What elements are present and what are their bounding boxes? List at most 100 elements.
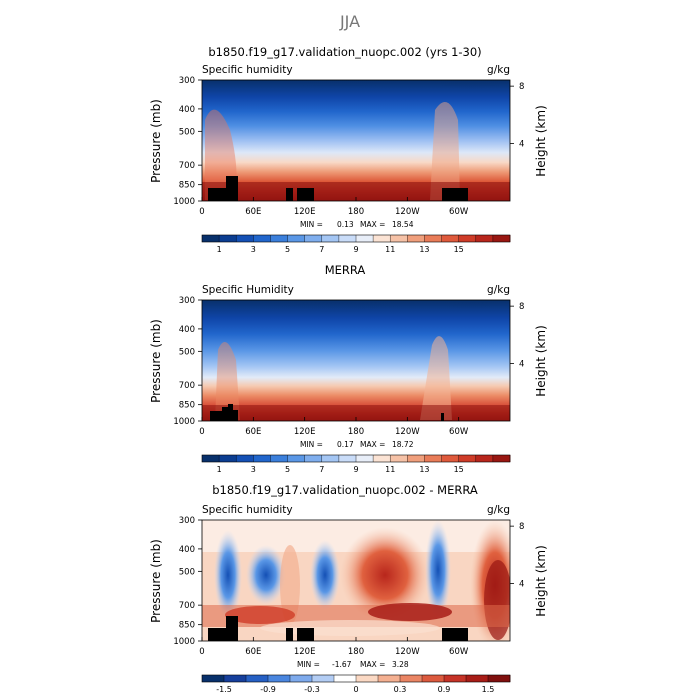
x-tick-label: 0: [199, 427, 204, 437]
y-tick-label: 850: [179, 401, 195, 411]
colorbar-swatch: [424, 235, 442, 242]
y-right-tick-label: 8: [519, 82, 524, 92]
colorbar-swatch: [270, 235, 288, 242]
colorbar-swatch: [378, 675, 401, 682]
panel-title: b1850.f19_g17.validation_nuopc.002 - MER…: [212, 483, 478, 497]
variable-label: Specific Humidity: [202, 284, 294, 296]
colorbar-swatch: [202, 455, 220, 462]
x-tick-label: 60W: [449, 427, 469, 437]
x-tick-label: 120W: [395, 207, 420, 217]
heatmap-field: [202, 300, 510, 421]
y-tick-label: 300: [179, 76, 195, 86]
heatmap-field: [202, 80, 510, 201]
colorbar-swatch: [390, 235, 408, 242]
colorbar-label: 9: [353, 465, 358, 474]
colorbar-label: 13: [419, 465, 429, 474]
y-tick-label: 1000: [173, 637, 195, 647]
colorbar-label: 11: [385, 245, 395, 254]
x-tick-label: 180: [348, 427, 364, 437]
x-tick-label: 0: [199, 207, 204, 217]
x-tick-label: 120E: [294, 207, 316, 217]
colorbar-swatch: [246, 675, 269, 682]
y-tick-label: 500: [179, 127, 195, 137]
x-tick-label: 120W: [395, 647, 420, 657]
colorbar-swatch: [488, 675, 511, 682]
colorbar-swatch: [202, 235, 220, 242]
max-value: 18.54: [392, 220, 414, 229]
colorbar-swatch: [304, 235, 323, 242]
min-value: -1.67: [332, 660, 352, 669]
y-tick-label: 500: [179, 347, 195, 357]
terrain-mask: [208, 176, 468, 201]
y-tick-label: 850: [179, 181, 195, 191]
y-axis-label: Pressure (mb): [149, 99, 163, 183]
terrain-mask: [210, 404, 444, 421]
colorbar-swatch: [373, 455, 391, 462]
colorbar-label: 5: [285, 465, 290, 474]
colorbar-label: 7: [319, 245, 324, 254]
x-tick-label: 60W: [449, 207, 469, 217]
colorbar-swatch: [202, 675, 225, 682]
x-tick-label: 60E: [245, 427, 261, 437]
colorbar-swatch: [253, 455, 271, 462]
colorbar-swatch: [321, 235, 340, 242]
min-value: 0.13: [337, 220, 354, 229]
colorbar-swatch: [407, 455, 425, 462]
min-label: MIN =: [300, 440, 323, 449]
y-right-tick-label: 8: [519, 302, 524, 312]
colorbar-swatch: [458, 235, 477, 242]
min-value: 0.17: [337, 440, 354, 449]
colorbar-swatch: [236, 235, 254, 242]
y-tick-label: 700: [179, 161, 195, 171]
y-right-tick-label: 8: [519, 522, 524, 532]
colorbar-swatch: [390, 455, 408, 462]
y-tick-label: 500: [179, 567, 195, 577]
y-right-tick-label: 4: [519, 140, 524, 150]
colorbar-label: 3: [251, 465, 256, 474]
x-tick-label: 120E: [294, 427, 316, 437]
y-tick-label: 700: [179, 601, 195, 611]
x-tick-label: 0: [199, 647, 204, 657]
max-label: MAX =: [360, 440, 385, 449]
x-tick-label: 180: [348, 647, 364, 657]
colorbar-label: 11: [385, 465, 395, 474]
colorbar-swatch: [290, 675, 313, 682]
colorbar-swatch: [458, 455, 477, 462]
max-value: 3.28: [392, 660, 409, 669]
max-value: 18.72: [392, 440, 414, 449]
axes: 0 60E 120E 180 120W 60W 300 400 500 700 850 1000 8 4: [173, 76, 524, 217]
units-label: g/kg: [487, 64, 510, 76]
colorbar-swatch: [441, 455, 460, 462]
colorbar-swatch: [287, 235, 306, 242]
colorbar-swatch: [475, 235, 494, 242]
colorbar-swatch: [400, 675, 423, 682]
colorbar: 1 3 5 7 9 11 13 15: [201, 454, 511, 474]
colorbar-swatch: [492, 455, 511, 462]
variable-label: Specific humidity: [202, 504, 293, 516]
x-tick-label: 120W: [395, 427, 420, 437]
y-axis-label: Pressure (mb): [149, 319, 163, 403]
x-tick-label: 60E: [245, 647, 261, 657]
colorbar-swatch: [422, 675, 445, 682]
colorbar-label: 9: [353, 245, 358, 254]
colorbar-label: 0: [353, 685, 358, 694]
y-tick-label: 1000: [173, 417, 195, 427]
colorbar-label: 0.3: [394, 685, 407, 694]
max-label: MAX =: [360, 220, 385, 229]
colorbar-swatch: [475, 455, 494, 462]
colorbar-swatch: [219, 455, 237, 462]
colorbar-swatch: [219, 235, 237, 242]
colorbar-swatch: [356, 675, 379, 682]
panel-merra: MERRA Specific Humidity g/kg 0 60E 120E 180…: [149, 263, 548, 474]
colorbar-label: 3: [251, 245, 256, 254]
panel-difference: b1850.f19_g17.validation_nuopc.002 - MER…: [149, 483, 548, 694]
colorbar-label: -0.9: [260, 685, 276, 694]
colorbar-label: 5: [285, 245, 290, 254]
max-label: MAX =: [360, 660, 385, 669]
panel-title: b1850.f19_g17.validation_nuopc.002 (yrs …: [208, 45, 481, 59]
colorbar-swatch: [334, 675, 357, 682]
units-label: g/kg: [487, 284, 510, 296]
y-tick-label: 400: [179, 105, 195, 115]
colorbar-swatch: [321, 455, 340, 462]
